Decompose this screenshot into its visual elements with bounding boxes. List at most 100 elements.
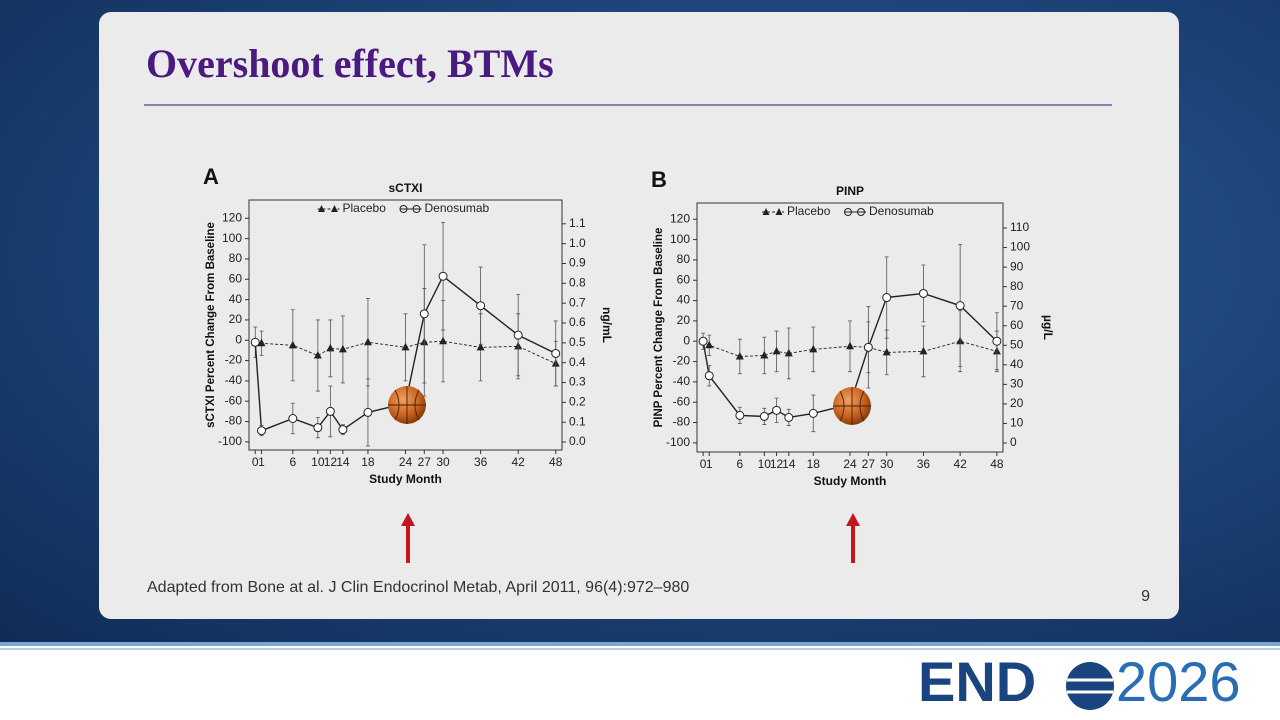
y-tick-label: 80 [229, 251, 243, 265]
y-tick-label: 120 [222, 210, 242, 224]
marker [313, 423, 323, 433]
marker [325, 406, 335, 416]
logo-text: 2026 [1116, 650, 1241, 713]
y-tick-label: 20 [677, 313, 691, 327]
y-tick-label: -40 [225, 373, 243, 387]
y-tick-label: 60 [229, 271, 243, 285]
x-tick-label: 0 [252, 455, 259, 469]
y-tick-label: 60 [677, 272, 691, 286]
marker [760, 350, 769, 359]
marker [784, 348, 793, 357]
legend-label: Placebo [787, 204, 831, 218]
y-tick-label: 40 [229, 292, 243, 306]
marker [250, 337, 260, 347]
y2-tick-label: 0.1 [569, 414, 586, 428]
panel-label: A [203, 164, 219, 189]
y2-tick-label: 1.0 [569, 236, 586, 250]
y2-tick-label: 20 [1010, 396, 1024, 410]
y2-tick-label: 0.9 [569, 256, 586, 270]
marker [551, 348, 561, 358]
x-tick-label: 42 [953, 457, 967, 471]
stripe [0, 642, 1280, 646]
legend-marker [762, 208, 770, 215]
y-tick-label: 40 [677, 293, 691, 307]
marker [882, 347, 891, 356]
legend-marker [399, 205, 408, 213]
x-tick-label: 1 [706, 457, 713, 471]
marker [257, 426, 267, 436]
marker [326, 343, 335, 352]
x-tick-label: 18 [361, 455, 375, 469]
y-tick-label: 0 [683, 333, 690, 347]
slide-card [99, 12, 1179, 619]
x-tick-label: 12 [770, 457, 784, 471]
stripe [0, 648, 1280, 650]
x-tick-label: 14 [782, 457, 796, 471]
legend-marker [412, 205, 421, 213]
slide-title: Overshoot effect, BTMs [146, 41, 554, 86]
basketball-seam [833, 387, 871, 425]
marker [476, 301, 486, 311]
marker [919, 346, 928, 355]
marker [784, 412, 794, 422]
marker [419, 309, 429, 319]
x-tick-label: 48 [990, 457, 1004, 471]
y-tick-label: -20 [225, 353, 243, 367]
y2-tick-label: 30 [1010, 377, 1024, 391]
x-tick-label: 1 [258, 455, 265, 469]
x-tick-label: 27 [862, 457, 876, 471]
marker [772, 405, 782, 415]
y-tick-label: 120 [670, 211, 690, 225]
y2-tick-label: 60 [1010, 318, 1024, 332]
marker [705, 340, 714, 349]
chart-title: PINP [836, 184, 864, 198]
marker [846, 341, 854, 350]
page-number: 9 [1141, 588, 1150, 605]
marker [863, 342, 873, 352]
basketball-seam [388, 386, 426, 424]
legend-label: Placebo [343, 201, 387, 215]
y2-tick-label: 0.4 [569, 355, 586, 369]
x-tick-label: 10 [311, 455, 325, 469]
legend-label: Denosumab [869, 204, 934, 218]
marker [759, 411, 769, 421]
basketball [833, 387, 871, 425]
y2-tick-label: 40 [1010, 357, 1024, 371]
y-tick-label: 0 [235, 332, 242, 346]
marker [257, 338, 266, 347]
marker [288, 413, 298, 423]
legend-marker [857, 208, 865, 216]
y2-tick-label: 90 [1010, 259, 1024, 273]
marker [808, 408, 818, 418]
panel-label: B [651, 167, 667, 192]
y2-tick-label: 100 [1010, 240, 1030, 254]
y2-tick-label: 1.1 [569, 216, 586, 230]
x-tick-label: 24 [399, 455, 413, 469]
y2-tick-label: 50 [1010, 337, 1024, 351]
x-tick-label: 14 [336, 455, 350, 469]
y-tick-label: 80 [677, 252, 691, 266]
x-tick-label: 6 [736, 457, 743, 471]
x-axis-label: Study Month [369, 472, 442, 486]
y2-axis-label: ng/mL [600, 307, 614, 343]
marker [918, 288, 928, 298]
marker [338, 344, 347, 353]
y2-axis-label: µg/L [1041, 315, 1055, 340]
chart-title: sCTXI [388, 181, 422, 195]
y-axis-label: sCTXI Percent Change From Baseline [205, 222, 217, 428]
marker [735, 410, 745, 420]
x-tick-label: 27 [418, 455, 432, 469]
marker [476, 342, 485, 351]
marker [363, 407, 373, 417]
arrow [401, 513, 415, 563]
logo-globe [1066, 662, 1114, 710]
y2-tick-label: 0 [1010, 435, 1017, 449]
x-tick-label: 0 [700, 457, 707, 471]
marker [992, 336, 1002, 346]
x-tick-label: 36 [917, 457, 931, 471]
marker [439, 336, 448, 345]
y2-tick-label: 110 [1010, 220, 1029, 234]
x-tick-label: 36 [474, 455, 488, 469]
y2-tick-label: 0.5 [569, 335, 586, 349]
